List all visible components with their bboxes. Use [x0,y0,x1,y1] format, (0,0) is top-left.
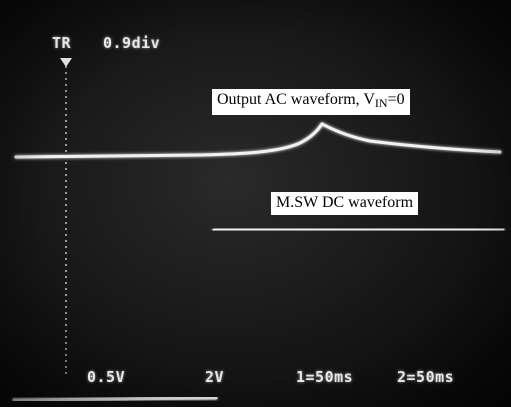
trigger-marker-icon [60,58,72,67]
msw-dc-trace [212,227,505,232]
trigger-label: TR [52,34,72,52]
output-ac-label: Output AC waveform, VIN=0 [212,89,410,115]
ch1-scale-readout: 0.5V [87,368,126,386]
ch1-timebase-readout: 1=50ms [296,368,354,386]
ch2-scale-readout: 2V [205,368,225,386]
baseline-trace [12,396,218,402]
output-ac-trace [14,122,502,159]
msw-dc-label: M.SW DC waveform [271,192,419,215]
trigger-position-readout: 0.9div [103,34,161,52]
ch2-timebase-readout: 2=50ms [397,368,455,386]
